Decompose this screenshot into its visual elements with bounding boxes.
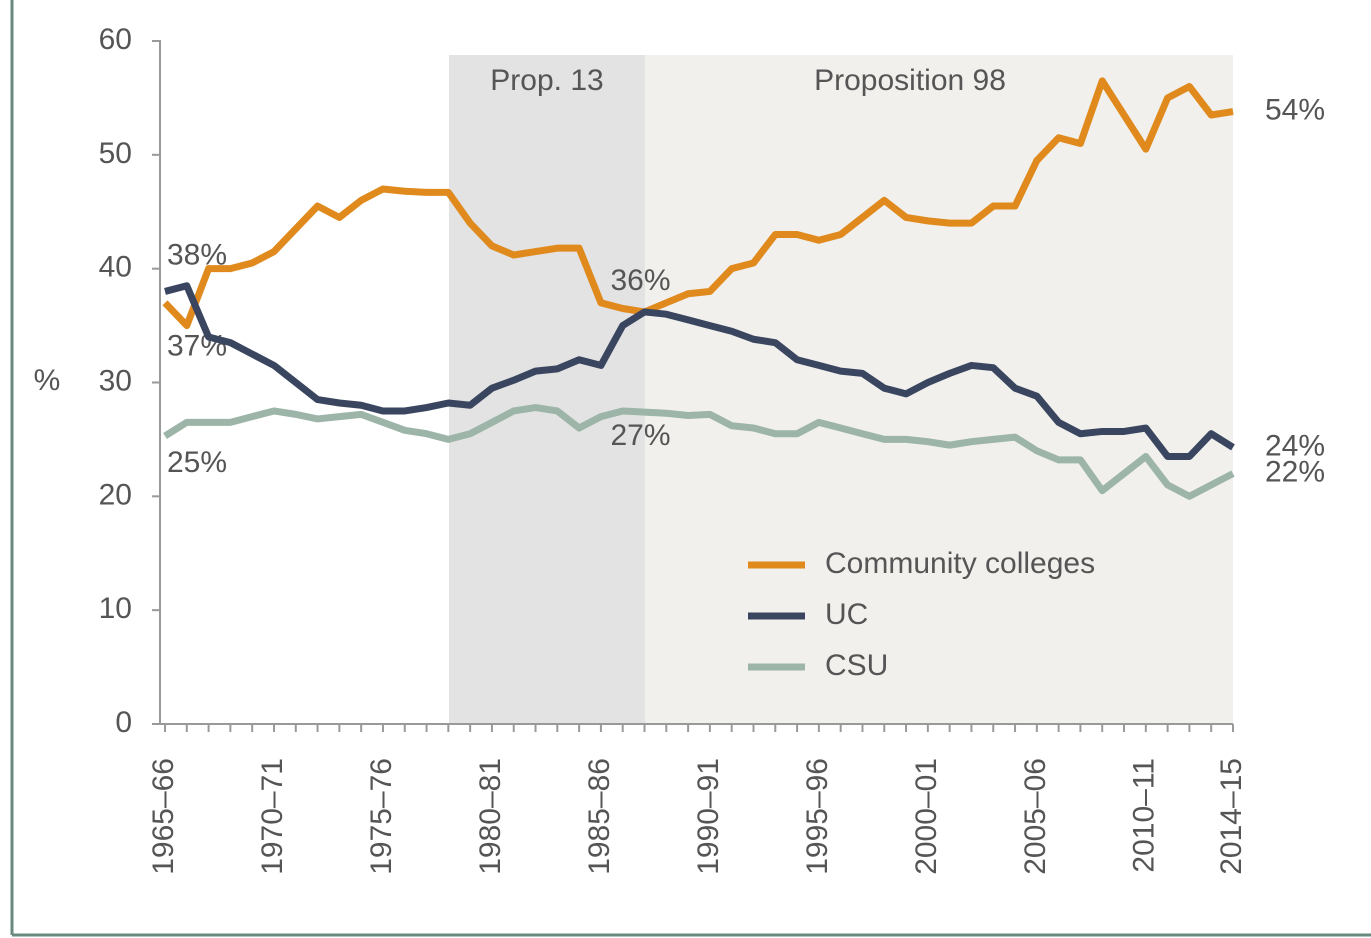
x-tick-label: 1995–96 [801,758,834,875]
y-tick-label: 0 [115,706,132,739]
y-axis-label: % [34,364,61,397]
series-line [162,77,1234,330]
data-label: 38% [167,238,227,271]
data-label: 54% [1265,93,1325,126]
x-tick-label: 1985–86 [583,758,616,875]
data-label: 24% [1265,429,1325,462]
x-tick-label: 1965–66 [147,758,180,875]
y-tick-label: 60 [99,23,132,56]
x-tick-label: 1980–81 [474,758,507,875]
y-tick-label: 40 [99,251,132,284]
y-tick-label: 50 [99,137,132,170]
x-tick-label: 2005–06 [1019,758,1052,875]
prop13-shade [449,55,645,724]
series-line [163,404,1235,500]
y-tick-label: 30 [99,364,132,397]
x-tick-label: 2014–15 [1215,758,1248,875]
x-tick-label: 1990–91 [692,758,725,875]
series-line [164,282,1235,460]
x-tick-label: 2000–01 [910,758,943,875]
prop98-shade [645,55,1233,724]
legend-label: Community colleges [825,547,1095,580]
data-label: 27% [610,419,670,452]
data-label: 22% [1265,455,1325,488]
x-tick-label: 2010–11 [1128,758,1161,873]
legend-label: CSU [825,649,888,682]
data-label: 37% [167,330,227,363]
annotation: Prop. 13 [490,64,603,97]
y-tick-label: 20 [99,478,132,511]
annotation: Proposition 98 [814,64,1006,97]
x-tick-label: 1970–71 [256,758,289,875]
y-tick-label: 10 [99,592,132,625]
data-label: 25% [167,446,227,479]
legend-label: UC [825,598,868,631]
x-tick-label: 1975–76 [365,758,398,875]
data-label: 36% [610,264,670,297]
